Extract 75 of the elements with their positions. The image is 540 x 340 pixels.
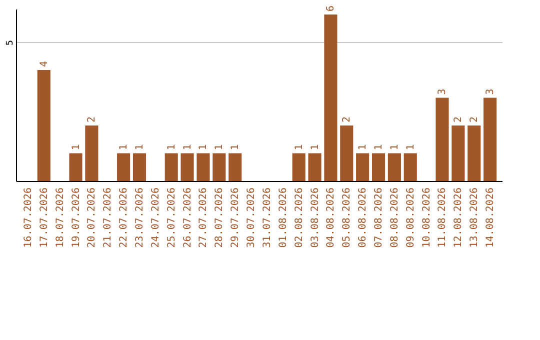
bar	[69, 153, 82, 181]
data-label: 1	[118, 144, 130, 150]
data-label: 1	[358, 144, 369, 150]
x-tick-label: 11.08.2026	[437, 188, 448, 248]
data-label: 1	[310, 144, 321, 150]
bar	[117, 153, 130, 181]
bar	[308, 153, 322, 181]
bar	[340, 126, 354, 181]
data-label: 1	[389, 144, 400, 150]
data-label: 2	[342, 116, 353, 123]
bar	[324, 14, 338, 181]
bar	[196, 153, 210, 181]
bar	[436, 98, 449, 181]
data-label: 1	[374, 144, 385, 150]
bar	[292, 153, 306, 181]
data-label: 2	[453, 116, 464, 123]
bar	[132, 153, 146, 181]
data-label: 1	[230, 144, 242, 150]
data-label: 3	[485, 88, 496, 95]
data-label: 3	[437, 88, 448, 95]
x-tick-label: 28.07.2026	[214, 188, 226, 248]
x-tick-label: 18.07.2026	[54, 188, 66, 248]
y-tick-label: 5	[6, 40, 16, 46]
x-tick-label: 26.07.2026	[182, 188, 194, 248]
x-tick-label: 02.08.2026	[294, 188, 305, 248]
x-tick-label: 31.07.2026	[262, 188, 273, 248]
x-tick-label: 29.07.2026	[230, 188, 242, 248]
x-tick-label: 10.08.2026	[421, 188, 432, 248]
x-tick-label: 06.08.2026	[358, 188, 369, 248]
bar	[228, 153, 242, 181]
x-tick-label: 08.08.2026	[389, 188, 400, 248]
data-label: 1	[294, 144, 305, 150]
data-label: 2	[86, 116, 98, 123]
x-tick-label: 07.08.2026	[374, 188, 385, 248]
data-label: 2	[469, 116, 480, 123]
x-tick-label: 03.08.2026	[310, 188, 321, 248]
x-tick-label: 30.07.2026	[246, 188, 258, 248]
bar	[404, 153, 417, 181]
x-tick-label: 23.07.2026	[134, 188, 146, 248]
x-tick-label: 05.08.2026	[342, 188, 353, 248]
bar	[468, 126, 481, 181]
data-label: 4	[38, 61, 50, 68]
data-label: 1	[405, 144, 416, 150]
bar	[164, 153, 178, 181]
data-label: 1	[166, 144, 178, 150]
bar	[212, 153, 226, 181]
x-tick-label: 24.07.2026	[150, 188, 162, 248]
x-tick-label: 16.07.2026	[22, 188, 34, 248]
x-tick-label: 17.07.2026	[38, 188, 50, 248]
x-tick-label: 25.07.2026	[166, 188, 178, 248]
x-tick-label: 27.07.2026	[198, 188, 210, 248]
data-label: 1	[182, 144, 194, 150]
x-tick-label: 14.08.2026	[485, 188, 496, 248]
bar	[180, 153, 194, 181]
x-tick-label: 20.07.2026	[86, 188, 98, 248]
bar	[37, 70, 50, 181]
bar	[388, 153, 401, 181]
x-tick-label: 21.07.2026	[102, 188, 114, 248]
x-tick-label: 19.07.2026	[70, 188, 82, 248]
bar	[85, 126, 98, 181]
x-tick-label: 13.08.2026	[469, 188, 480, 248]
x-tick-label: 12.08.2026	[453, 188, 464, 248]
x-tick-label: 01.08.2026	[278, 188, 289, 248]
x-tick-label: 09.08.2026	[405, 188, 416, 248]
bar	[484, 98, 497, 181]
bar	[452, 126, 465, 181]
data-label: 1	[198, 144, 210, 150]
data-label: 1	[134, 144, 146, 150]
bar	[372, 153, 386, 181]
data-label: 1	[70, 144, 82, 150]
x-tick-label: 04.08.2026	[326, 188, 337, 248]
bar	[356, 153, 370, 181]
data-label: 1	[214, 144, 226, 150]
x-tick-label: 22.07.2026	[118, 188, 130, 248]
data-label: 6	[326, 6, 337, 12]
